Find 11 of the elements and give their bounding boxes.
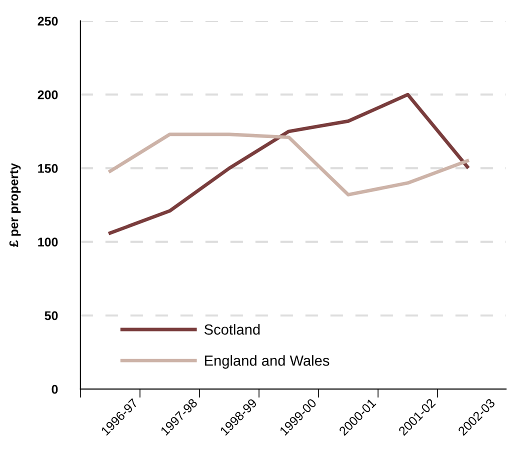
y-tick-label: 150 <box>38 164 58 173</box>
y-tick-label: 250 <box>38 16 58 26</box>
line-series <box>108 92 470 235</box>
y-tick-label: 0 <box>52 384 58 394</box>
y-axis-title: £ per property <box>9 163 21 247</box>
y-tick-label: 50 <box>44 311 58 320</box>
legend-label: Scotland <box>204 324 260 335</box>
line-series <box>108 132 470 196</box>
y-tick-label: 200 <box>38 90 58 100</box>
legend-label: England and Wales <box>205 355 330 369</box>
y-tick-label: 100 <box>38 238 58 247</box>
